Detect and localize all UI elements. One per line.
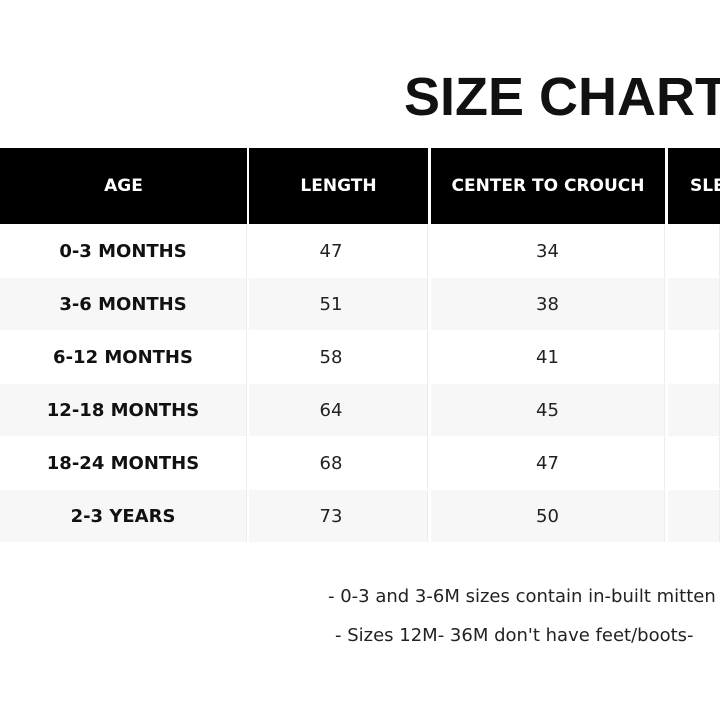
- value-cell: 64: [249, 384, 428, 436]
- empty-cell: [668, 437, 720, 489]
- note: - Sizes 12M- 36M don't have feet/boots-: [335, 625, 694, 646]
- empty-cell: [668, 384, 720, 436]
- column-header: AGE: [0, 148, 247, 224]
- value-cell: 68: [249, 437, 428, 489]
- empty-cell: [668, 331, 720, 383]
- column-header: CENTER TO CROUCH: [431, 148, 665, 224]
- value-cell: 58: [249, 331, 428, 383]
- value-cell: 34: [431, 225, 665, 277]
- age-cell: 6-12 MONTHS: [0, 331, 247, 383]
- value-cell: 73: [249, 490, 428, 542]
- column-header: SLE: [668, 148, 720, 224]
- title: SIZE CHART: [404, 67, 720, 127]
- column-header: LENGTH: [249, 148, 428, 224]
- value-cell: 51: [249, 278, 428, 330]
- note: - 0-3 and 3-6M sizes contain in-built mi…: [328, 586, 716, 607]
- age-cell: 3-6 MONTHS: [0, 278, 247, 330]
- value-cell: 47: [431, 437, 665, 489]
- age-cell: 18-24 MONTHS: [0, 437, 247, 489]
- value-cell: 47: [249, 225, 428, 277]
- empty-cell: [668, 490, 720, 542]
- age-cell: 12-18 MONTHS: [0, 384, 247, 436]
- age-cell: 0-3 MONTHS: [0, 225, 247, 277]
- empty-cell: [668, 278, 720, 330]
- age-cell: 2-3 YEARS: [0, 490, 247, 542]
- value-cell: 38: [431, 278, 665, 330]
- value-cell: 45: [431, 384, 665, 436]
- empty-cell: [668, 225, 720, 277]
- value-cell: 50: [431, 490, 665, 542]
- value-cell: 41: [431, 331, 665, 383]
